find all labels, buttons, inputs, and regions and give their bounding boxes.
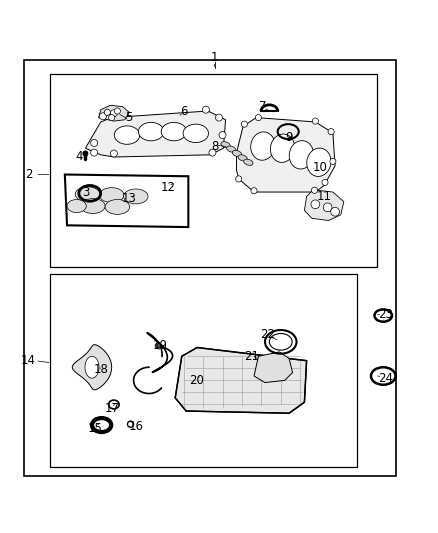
Ellipse shape — [238, 155, 247, 161]
Ellipse shape — [124, 189, 148, 204]
Text: 10: 10 — [312, 161, 327, 174]
Circle shape — [91, 149, 98, 156]
Circle shape — [311, 200, 320, 209]
Text: 1: 1 — [211, 51, 219, 63]
Ellipse shape — [226, 146, 236, 152]
Text: 5: 5 — [126, 111, 133, 124]
Circle shape — [312, 118, 318, 124]
Circle shape — [255, 115, 261, 120]
FancyBboxPatch shape — [50, 74, 377, 266]
Ellipse shape — [75, 187, 100, 201]
Ellipse shape — [221, 142, 230, 148]
Polygon shape — [237, 118, 335, 192]
Ellipse shape — [289, 141, 314, 169]
Circle shape — [155, 343, 160, 348]
Ellipse shape — [251, 132, 275, 160]
Ellipse shape — [81, 199, 105, 214]
Circle shape — [330, 158, 336, 165]
Circle shape — [110, 110, 117, 117]
Text: 8: 8 — [211, 140, 218, 152]
Text: 14: 14 — [21, 354, 36, 367]
Text: 11: 11 — [317, 190, 332, 203]
Polygon shape — [85, 356, 99, 378]
Circle shape — [322, 179, 328, 185]
Polygon shape — [175, 348, 307, 413]
Circle shape — [251, 188, 257, 194]
Text: 3: 3 — [82, 185, 89, 198]
Ellipse shape — [232, 150, 242, 157]
Ellipse shape — [270, 134, 295, 163]
Circle shape — [91, 140, 98, 147]
Text: 24: 24 — [378, 372, 393, 385]
Text: 13: 13 — [122, 192, 137, 205]
Text: 19: 19 — [152, 339, 167, 352]
Circle shape — [311, 187, 318, 193]
Text: 7: 7 — [259, 100, 267, 113]
Circle shape — [114, 108, 120, 114]
Text: 12: 12 — [161, 181, 176, 194]
Ellipse shape — [244, 159, 253, 165]
Polygon shape — [304, 190, 344, 221]
Text: 17: 17 — [104, 402, 119, 415]
Circle shape — [83, 151, 88, 156]
Circle shape — [127, 421, 134, 427]
Circle shape — [202, 106, 209, 113]
Ellipse shape — [114, 126, 140, 144]
Ellipse shape — [183, 124, 208, 142]
Circle shape — [109, 115, 115, 120]
Circle shape — [323, 203, 332, 212]
Circle shape — [236, 176, 242, 182]
Circle shape — [99, 113, 106, 120]
Circle shape — [215, 114, 223, 121]
Text: 4: 4 — [75, 150, 83, 164]
Text: 21: 21 — [244, 350, 259, 363]
Ellipse shape — [105, 199, 130, 214]
Polygon shape — [254, 352, 293, 383]
Polygon shape — [72, 345, 112, 390]
Text: 6: 6 — [180, 104, 188, 117]
Circle shape — [219, 132, 226, 139]
Polygon shape — [85, 111, 226, 157]
Text: 9: 9 — [285, 131, 293, 144]
Ellipse shape — [161, 123, 187, 141]
Ellipse shape — [99, 188, 124, 203]
Text: 23: 23 — [378, 308, 393, 321]
Text: 15: 15 — [88, 422, 103, 435]
Ellipse shape — [67, 199, 86, 213]
Text: 2: 2 — [25, 168, 32, 181]
Circle shape — [331, 207, 339, 216]
Ellipse shape — [307, 148, 331, 176]
Text: 16: 16 — [128, 420, 143, 433]
Ellipse shape — [138, 123, 164, 141]
Circle shape — [241, 121, 247, 127]
FancyBboxPatch shape — [24, 60, 396, 476]
FancyBboxPatch shape — [50, 274, 357, 467]
Circle shape — [209, 149, 216, 156]
Text: 22: 22 — [261, 328, 276, 341]
Polygon shape — [99, 106, 129, 121]
Polygon shape — [65, 174, 188, 227]
Circle shape — [110, 150, 117, 157]
Text: 20: 20 — [189, 374, 204, 387]
Text: 18: 18 — [93, 363, 108, 376]
Circle shape — [104, 109, 110, 115]
Circle shape — [328, 128, 334, 135]
